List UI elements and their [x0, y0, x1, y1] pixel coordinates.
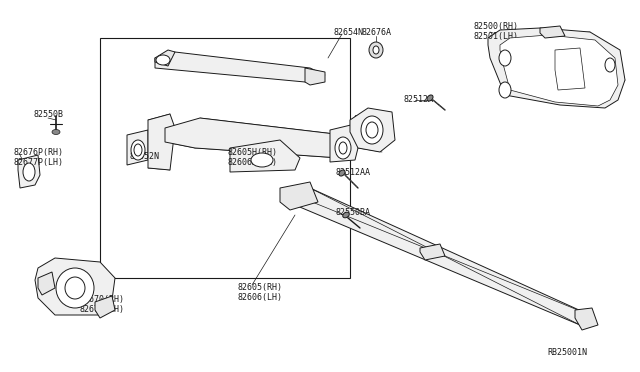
Text: 82550B: 82550B [34, 110, 64, 119]
Ellipse shape [343, 212, 349, 218]
Ellipse shape [339, 142, 347, 154]
Ellipse shape [251, 153, 273, 167]
Text: RB25001N: RB25001N [547, 348, 587, 357]
Ellipse shape [427, 95, 433, 101]
Polygon shape [575, 308, 598, 330]
Ellipse shape [131, 140, 145, 160]
Text: 82605(RH)
82606(LH): 82605(RH) 82606(LH) [238, 283, 283, 302]
Ellipse shape [134, 144, 142, 156]
Text: 82550BA: 82550BA [335, 208, 370, 217]
Ellipse shape [361, 116, 383, 144]
Polygon shape [127, 130, 148, 165]
Polygon shape [280, 182, 318, 210]
Polygon shape [18, 155, 40, 188]
Ellipse shape [339, 170, 345, 176]
Text: 82512A: 82512A [403, 95, 433, 104]
Ellipse shape [499, 50, 511, 66]
Text: 82676A: 82676A [362, 28, 392, 37]
Ellipse shape [335, 137, 351, 159]
Text: 82670(RH)
82671(LH): 82670(RH) 82671(LH) [80, 295, 125, 314]
Ellipse shape [369, 42, 383, 58]
Polygon shape [230, 140, 300, 172]
Polygon shape [555, 48, 585, 90]
Polygon shape [295, 188, 590, 325]
Ellipse shape [156, 55, 170, 65]
Text: 82512AA: 82512AA [335, 168, 370, 177]
Polygon shape [38, 272, 55, 295]
Polygon shape [500, 35, 618, 106]
Polygon shape [305, 68, 325, 85]
Polygon shape [540, 26, 565, 38]
Polygon shape [155, 50, 175, 66]
Ellipse shape [366, 122, 378, 138]
Text: 82500(RH)
82501(LH): 82500(RH) 82501(LH) [474, 22, 519, 41]
Ellipse shape [373, 46, 379, 54]
Text: 82570N: 82570N [353, 115, 383, 124]
Ellipse shape [605, 58, 615, 72]
Polygon shape [35, 258, 115, 315]
Text: 82605H(RH)
82606H(LH): 82605H(RH) 82606H(LH) [228, 148, 278, 167]
Ellipse shape [23, 163, 35, 181]
Polygon shape [350, 108, 395, 152]
Polygon shape [95, 296, 115, 318]
Ellipse shape [65, 277, 85, 299]
Ellipse shape [56, 268, 94, 308]
Polygon shape [148, 114, 175, 170]
Ellipse shape [52, 129, 60, 135]
Polygon shape [420, 244, 445, 260]
Bar [100, 38, 350, 278]
Ellipse shape [499, 82, 511, 98]
Text: 82676P(RH)
82677P(LH): 82676P(RH) 82677P(LH) [14, 148, 64, 167]
Text: 82654N: 82654N [333, 28, 363, 37]
Polygon shape [330, 124, 360, 162]
Polygon shape [155, 52, 325, 82]
Polygon shape [488, 28, 625, 108]
Text: 82652N: 82652N [130, 152, 160, 161]
Polygon shape [165, 118, 350, 158]
